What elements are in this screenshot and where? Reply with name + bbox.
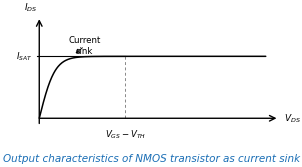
Text: Output characteristics of NMOS transistor as current sink: Output characteristics of NMOS transisto…: [3, 154, 300, 164]
Text: $I_{SAT}$: $I_{SAT}$: [16, 50, 33, 63]
Text: $V_{GS}-V_{TH}$: $V_{GS}-V_{TH}$: [105, 128, 146, 141]
Text: Current
sink: Current sink: [68, 36, 101, 56]
Text: $I_{DS}$: $I_{DS}$: [24, 2, 37, 14]
Text: $V_{DS}$: $V_{DS}$: [284, 112, 301, 125]
